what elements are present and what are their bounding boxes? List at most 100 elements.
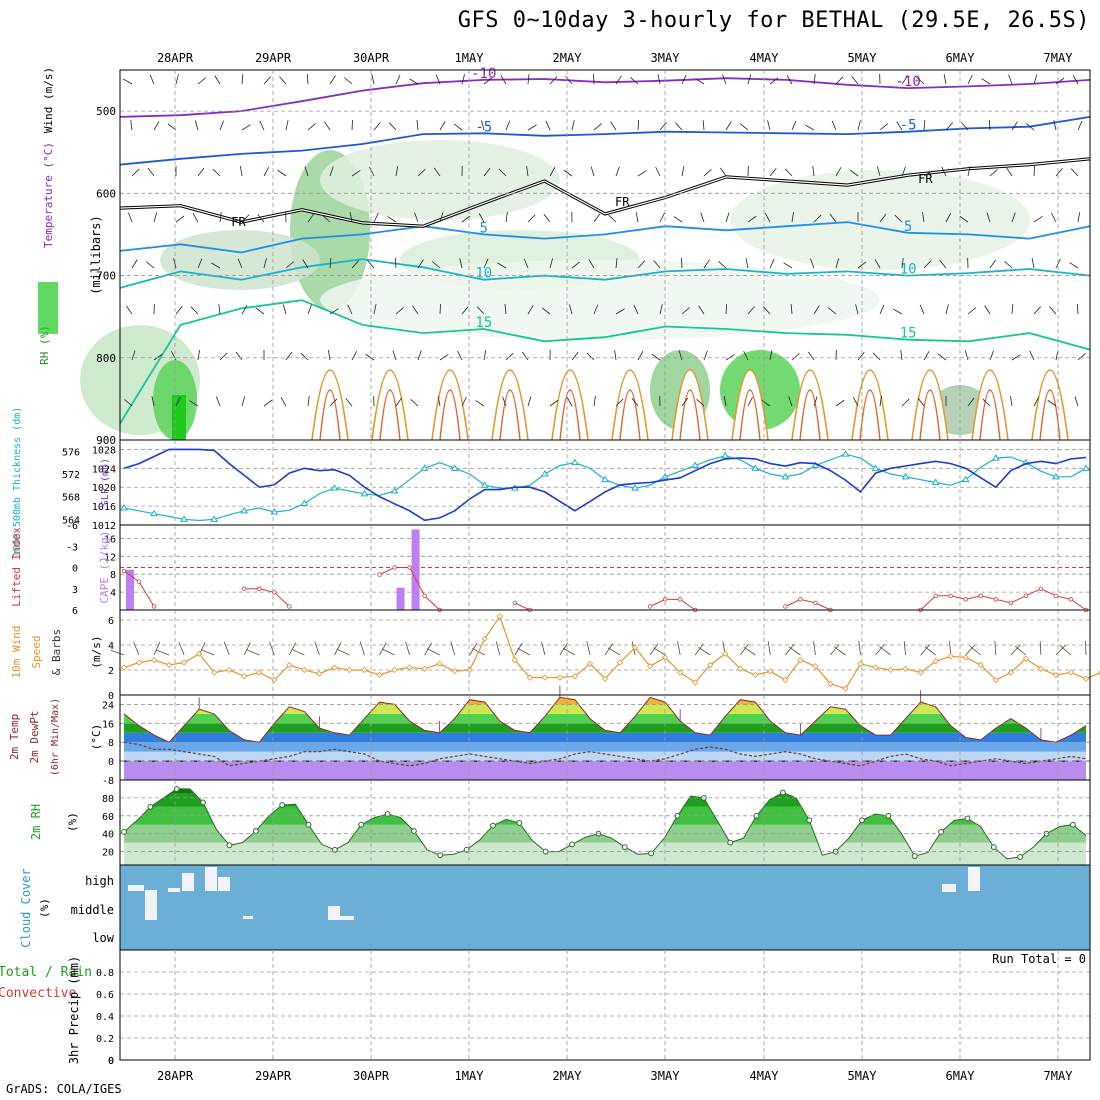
wind-tick: 0 [108,691,114,702]
wind-barb [1077,212,1081,223]
wind-barb-10m [1014,645,1027,656]
wind-barb [631,397,639,407]
rh-blob [160,230,320,290]
wind-barb [345,397,353,407]
wind-barb [307,304,312,315]
wind-speed-marker [286,661,293,669]
wind-speed-marker [135,659,143,666]
cloud-gap [168,888,180,892]
cloud-unit: (%) [38,898,51,918]
wind-barb [812,166,815,177]
thick-frame [119,439,1091,526]
wind-barb [500,75,507,85]
wind-barb-10m [698,647,711,656]
wind-barb-10m [739,643,750,656]
wind-barb-10m [359,641,365,656]
precip-tick: 0.2 [96,1034,114,1045]
wind-barb [192,213,199,223]
wind-barb [916,77,925,85]
thickness-marker [210,515,219,522]
wind-barb [851,75,859,85]
wind-barb [610,121,617,131]
rh-marker [621,844,628,851]
lifted-index-marker [377,572,382,577]
wind-barb [923,120,926,131]
rh-marker [147,803,154,810]
warm-arch-inner [979,389,1001,441]
wind-barb [678,350,683,361]
wind-barb [681,307,690,315]
wind-legend-label: Wind (m/s) [42,67,55,133]
wind-barb [461,74,465,85]
wind-barb-10m [178,641,185,656]
temp-axis-label-1: 2m Temp [8,714,21,760]
wind-barb [349,212,353,223]
lifted-index-marker [933,593,938,599]
wind-barb [700,212,705,223]
wind-barb [329,398,338,407]
wind-speed-marker [556,674,563,681]
wind-barb [791,120,797,131]
wind-barb [813,214,822,223]
wind-speed-marker [181,659,188,666]
wind-barb [761,400,771,407]
wind-barb [945,304,949,315]
wind-barb [526,166,529,177]
cloud-gap [968,867,980,891]
freezing-label: FR [918,172,933,186]
wind-barb [571,120,575,131]
wind-barb [347,304,353,315]
wind-barb [893,308,903,315]
pressure-axis-label: (millibars) [89,215,103,294]
cloud-background [120,865,1090,950]
wind-barb [388,122,397,131]
wind-barb [123,78,133,85]
thickness-marker [571,458,579,466]
wind-barb-10m [223,641,230,656]
cape-tick: 4 [110,588,116,599]
wind-barb-10m [246,649,260,656]
thickness-marker [781,472,790,480]
isotherm--10 [119,77,1091,118]
wind-barb [149,74,155,85]
pressure-tick: 600 [96,187,116,200]
wind-barb-10m [833,646,846,656]
lifted-index-marker [272,590,277,595]
wind-barb [279,76,287,85]
wind-barb [1004,261,1013,269]
lifted-index-marker [257,586,262,591]
cape-bar [126,569,134,610]
thickness-marker [150,509,158,517]
isotherm-label: 15 [475,315,492,331]
pressure-tick: 800 [96,352,116,365]
wind-barb [175,215,185,223]
wind-barb [505,120,511,131]
wind-barb [351,170,361,177]
wind-speed-marker [616,659,624,666]
wind-barb-10m [314,641,320,656]
li-tick: -6 [66,521,78,532]
warm-arch [671,369,709,441]
wind-barb [373,212,379,223]
wind-barb [285,261,295,269]
wind-barb [527,74,530,85]
cloud-gap [942,884,956,892]
wind-barb [549,258,553,269]
wind-barb [1033,165,1035,177]
wind-barb-10m [1039,640,1042,656]
wind-barb [241,124,251,131]
precip-tick: 0.4 [96,1012,114,1023]
wind-barb [695,78,705,85]
wind-barb [923,260,932,269]
lifted-index-marker [1068,597,1074,602]
cloud-level-middle: middle [71,903,114,917]
rh-bands [124,788,1086,865]
wind-barb [635,212,639,223]
rh-marker [121,828,127,835]
wind-barb [1011,304,1014,315]
lifted-index-marker [242,586,247,591]
lifted-index-marker [783,604,788,609]
isotherm-label: 5 [480,220,488,236]
wind-barb [653,260,661,269]
wind-barb [417,168,426,177]
